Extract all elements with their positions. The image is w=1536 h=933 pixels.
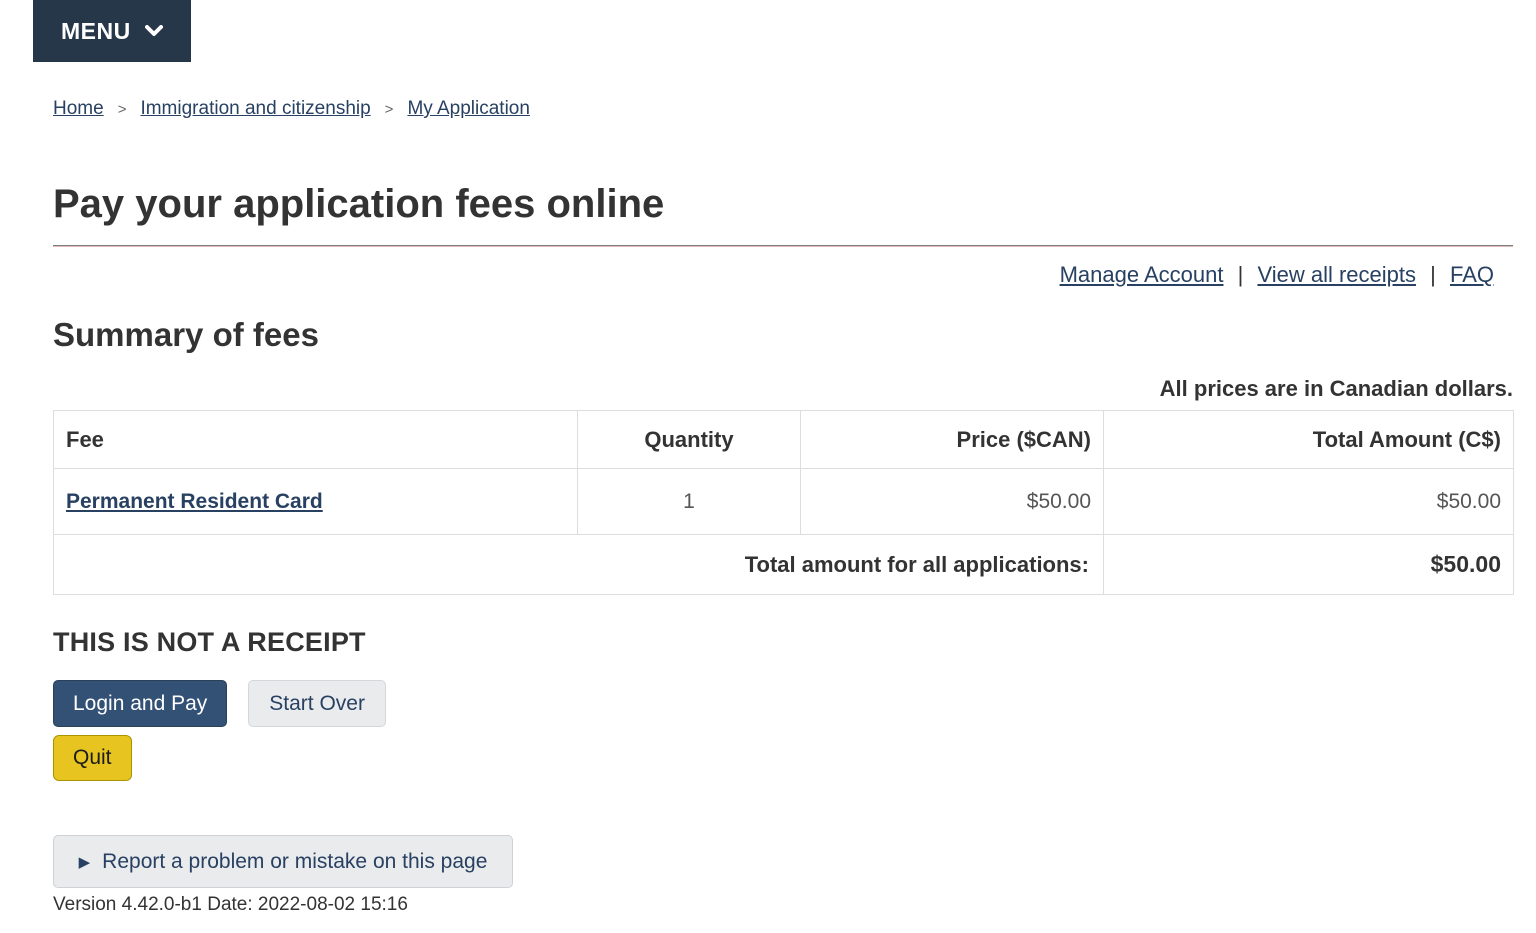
link-separator: |: [1430, 262, 1436, 287]
breadcrumb-my-application-link[interactable]: My Application: [407, 98, 530, 119]
fee-cell: Permanent Resident Card: [53, 468, 578, 535]
quit-button[interactable]: Quit: [53, 735, 132, 781]
login-and-pay-button[interactable]: Login and Pay: [53, 680, 228, 727]
column-header-quantity: Quantity: [577, 410, 801, 469]
version-text: Version 4.42.0-b1 Date: 2022-08-02 15:16: [53, 894, 408, 915]
manage-account-link[interactable]: Manage Account: [1059, 262, 1224, 287]
report-problem-button[interactable]: ▶ Report a problem or mistake on this pa…: [53, 835, 513, 888]
currency-note: All prices are in Canadian dollars.: [1159, 376, 1513, 401]
grand-total-label: Total amount for all applications:: [53, 534, 1104, 595]
breadcrumb-separator: >: [117, 100, 127, 118]
start-over-button[interactable]: Start Over: [248, 680, 386, 727]
quit-row: Quit: [53, 735, 1536, 781]
breadcrumb-home-link[interactable]: Home: [53, 98, 104, 119]
report-problem-label: Report a problem or mistake on this page: [102, 849, 488, 873]
grand-total-value: $50.00: [1103, 534, 1514, 595]
column-header-price: Price ($CAN): [800, 410, 1104, 469]
view-all-receipts-link[interactable]: View all receipts: [1257, 262, 1417, 287]
breadcrumb-immigration-link[interactable]: Immigration and citizenship: [140, 98, 371, 119]
chevron-down-icon: [144, 25, 163, 37]
summary-of-fees-heading: Summary of fees: [53, 316, 319, 353]
breadcrumb-separator: >: [384, 100, 394, 118]
action-buttons: Login and Pay Start Over: [53, 680, 1536, 727]
menu-button[interactable]: MENU: [33, 0, 191, 62]
report-row: ▶ Report a problem or mistake on this pa…: [53, 835, 1536, 888]
quantity-cell: 1: [577, 468, 801, 535]
column-header-total-amount: Total Amount (C$): [1103, 410, 1514, 469]
price-cell: $50.00: [800, 468, 1104, 535]
table-row: Permanent Resident Card 1 $50.00 $50.00: [53, 468, 1514, 535]
total-amount-cell: $50.00: [1103, 468, 1514, 535]
utility-links: Manage Account | View all receipts | FAQ: [0, 262, 1494, 288]
fees-table: Fee Quantity Price ($CAN) Total Amount (…: [53, 410, 1514, 595]
table-header-row: Fee Quantity Price ($CAN) Total Amount (…: [53, 410, 1514, 469]
table-footer-row: Total amount for all applications: $50.0…: [53, 534, 1514, 595]
breadcrumb: Home > Immigration and citizenship > My …: [53, 98, 1536, 120]
column-header-fee: Fee: [53, 410, 578, 469]
not-a-receipt-notice: THIS IS NOT A RECEIPT: [53, 627, 366, 657]
play-triangle-icon: ▶: [78, 853, 91, 871]
faq-link[interactable]: FAQ: [1449, 262, 1494, 287]
menu-button-label: MENU: [61, 17, 131, 44]
page-title: Pay your application fees online: [53, 182, 1513, 247]
link-separator: |: [1237, 262, 1244, 287]
permanent-resident-card-link[interactable]: Permanent Resident Card: [66, 489, 323, 513]
